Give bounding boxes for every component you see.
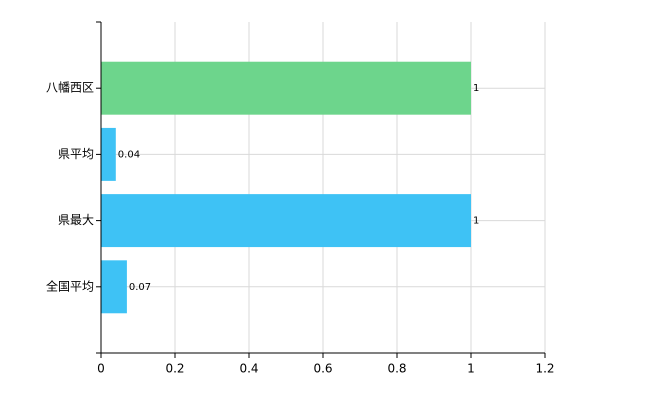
bar	[101, 260, 127, 314]
x-tick-label: 0	[97, 362, 105, 376]
y-tick-label: 県平均	[58, 147, 94, 161]
x-tick-label: 1	[467, 362, 475, 376]
y-tick-label: 八幡西区	[46, 80, 94, 95]
x-tick-label: 1.2	[535, 362, 554, 376]
x-tick-label: 0.8	[387, 362, 406, 376]
x-tick-label: 0.4	[239, 362, 258, 376]
x-tick-label: 0.2	[165, 362, 184, 376]
y-tick-label: 全国平均	[46, 278, 94, 293]
x-tick-label: 0.6	[313, 362, 332, 376]
bar	[101, 61, 471, 115]
value-label: 0.07	[129, 282, 151, 293]
value-label: 1	[473, 83, 479, 94]
value-label: 0.04	[118, 149, 140, 160]
y-tick-label: 県最大	[58, 213, 94, 227]
bar	[101, 194, 471, 248]
bar	[101, 127, 116, 181]
value-label: 1	[473, 216, 479, 227]
